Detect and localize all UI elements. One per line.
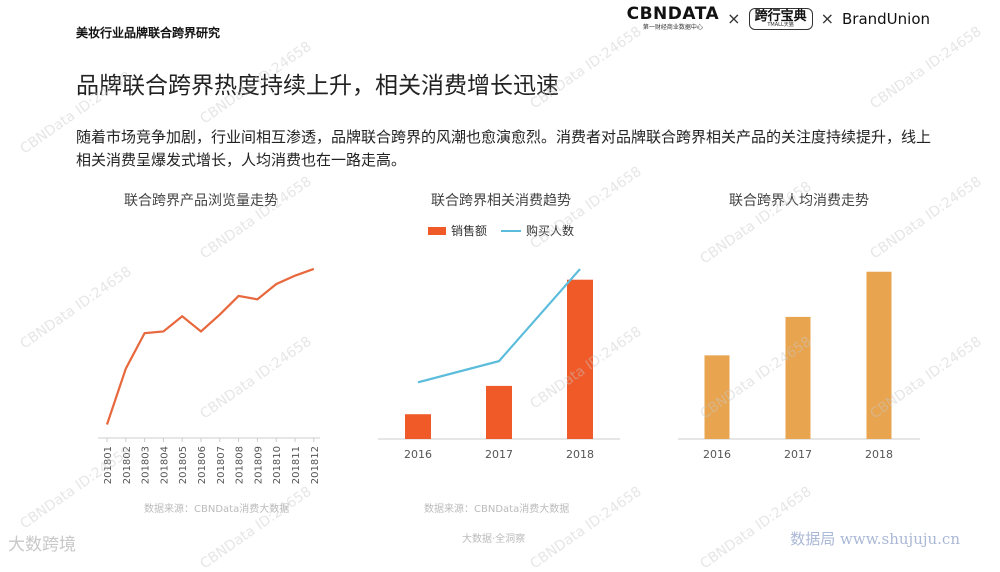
footer-center-text: 大数据·全洞察	[462, 530, 525, 545]
chart3-tick-label: 2016	[703, 448, 731, 461]
chart3-bar	[786, 317, 811, 439]
chart3-tick-label: 2017	[784, 448, 812, 461]
chart3-tick-label: 2018	[865, 448, 893, 461]
bottom-left-watermark: 大数跨境	[8, 530, 76, 555]
footer-site-mark: 数据局 www.shujuju.cn	[790, 528, 960, 549]
chart3-bar	[705, 355, 730, 439]
chart3-bar	[867, 272, 892, 439]
